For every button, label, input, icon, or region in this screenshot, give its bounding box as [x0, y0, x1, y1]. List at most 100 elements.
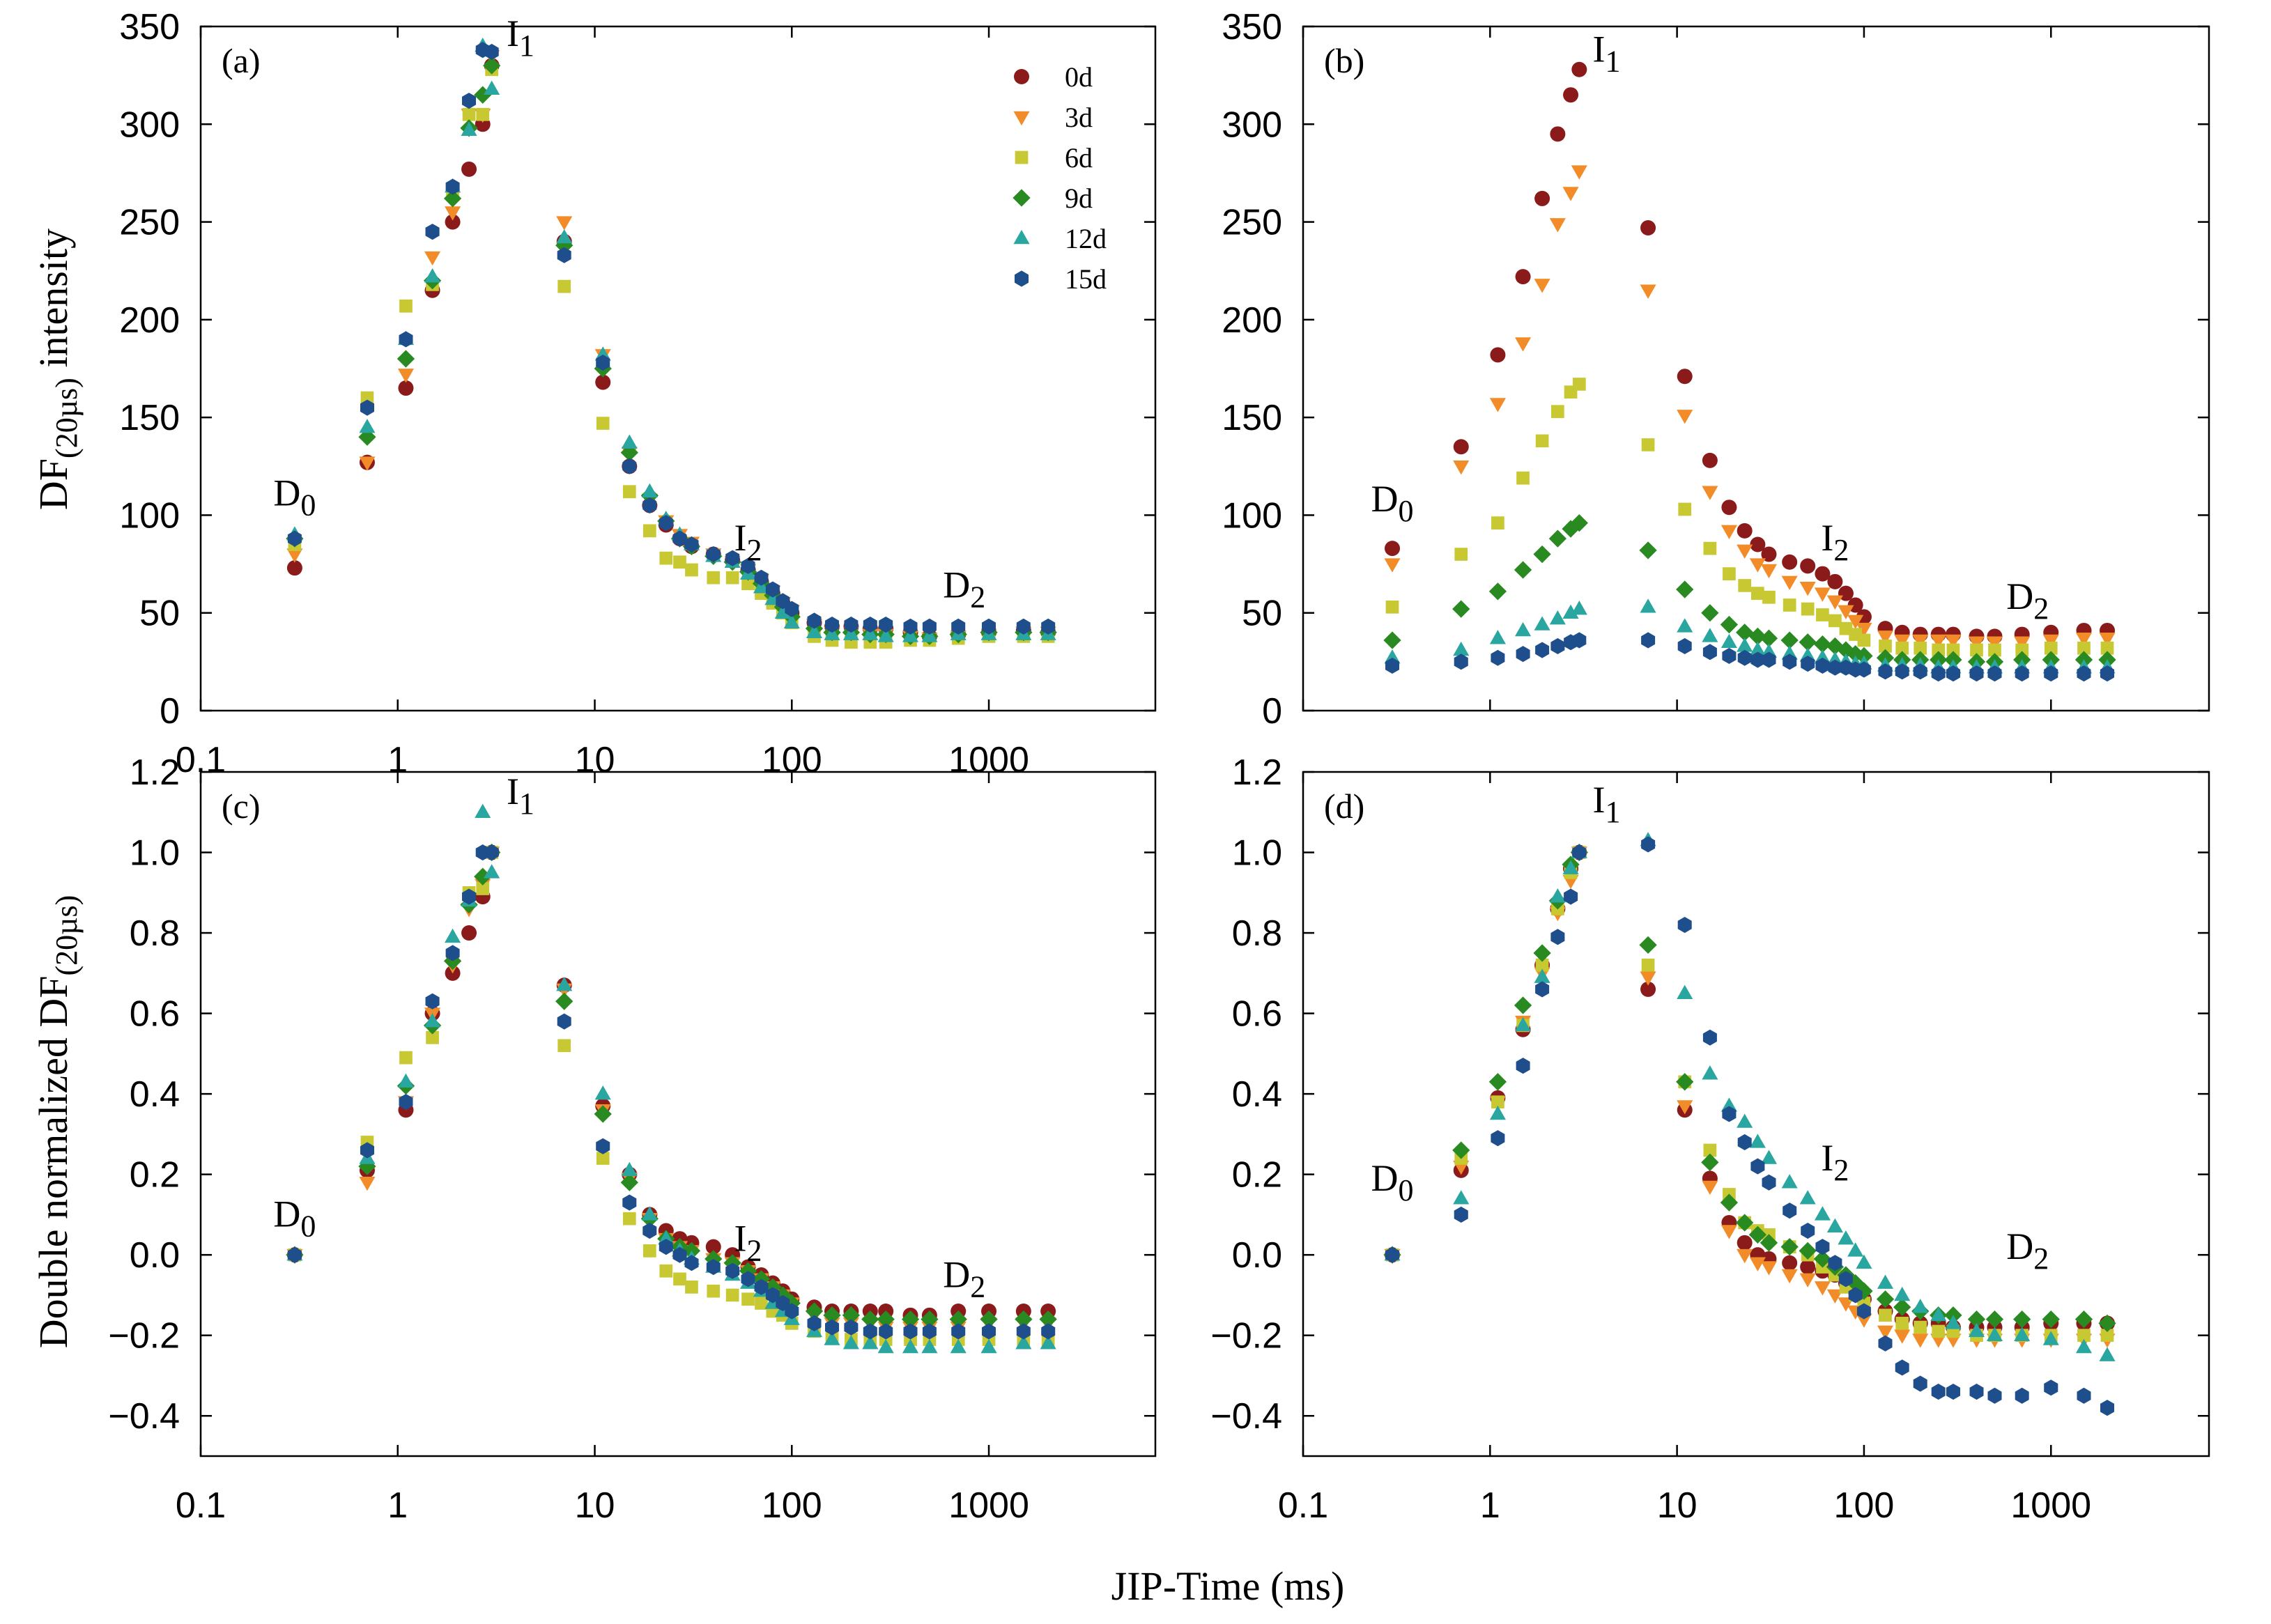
data-point [1702, 644, 1717, 660]
data-point [863, 1323, 877, 1340]
data-point [1639, 936, 1657, 954]
data-point [1945, 634, 1962, 649]
data-point [806, 624, 823, 639]
annotation-base: D [1371, 1157, 1399, 1199]
data-point [741, 577, 755, 590]
data-point [462, 888, 476, 905]
series-15d [1385, 632, 2114, 682]
data-point [1749, 558, 1766, 573]
data-point [1571, 165, 1587, 180]
data-point [1945, 1315, 1962, 1329]
annotation-base: I [1593, 779, 1606, 821]
legend-marker-15d [1015, 270, 1029, 287]
y-title-bottom-prefix: Double normalized DF [31, 976, 76, 1349]
annotation-D2: D2 [943, 1253, 985, 1304]
data-point [399, 1094, 413, 1111]
data-point [842, 1306, 861, 1324]
annotation-sub: 1 [519, 29, 534, 63]
data-point [1736, 624, 1754, 642]
data-point [484, 43, 499, 60]
data-point [1515, 337, 1532, 352]
data-point [1737, 1113, 1753, 1128]
data-point [1535, 434, 1549, 448]
data-point [1856, 1303, 1871, 1320]
data-point [1856, 622, 1872, 637]
data-point [1720, 1225, 1737, 1239]
data-point [1535, 981, 1550, 998]
data-point [1572, 632, 1587, 649]
data-point [764, 1278, 782, 1297]
panel-c: 0.1 1 10 100 1000−0.4−0.20.00.20.40.60.81.01… [108, 752, 1157, 1526]
data-point [1550, 929, 1565, 945]
data-point [825, 617, 839, 633]
data-point [1782, 1255, 1798, 1271]
data-point [1878, 1335, 1893, 1352]
data-point [1562, 860, 1579, 874]
data-point [399, 331, 413, 348]
data-point [774, 604, 791, 619]
data-point [1914, 641, 1927, 655]
data-point [1749, 1257, 1766, 1271]
plot-frame [1302, 25, 2210, 712]
data-point [287, 1246, 302, 1263]
data-point [877, 1310, 895, 1329]
data-point [475, 803, 491, 819]
data-point [621, 434, 638, 449]
data-point [1800, 1259, 1816, 1275]
annotation-sub: 2 [970, 580, 985, 614]
data-point [741, 557, 755, 574]
data-point [2077, 1387, 2091, 1404]
data-point [673, 1272, 686, 1286]
data-point [1488, 582, 1507, 601]
annotation-sub: 2 [2033, 591, 2049, 626]
data-point [1491, 1130, 1505, 1147]
data-point [823, 1306, 841, 1324]
data-point [1534, 616, 1550, 631]
data-point [1799, 1273, 1816, 1287]
data-point [685, 563, 698, 577]
data-point [1799, 1242, 1817, 1260]
data-point [980, 1338, 997, 1354]
annotation-D2: D2 [2006, 575, 2049, 626]
data-point [2013, 1310, 2031, 1329]
data-point [1879, 1308, 1892, 1322]
y-title-top-suffix: intensity [31, 229, 76, 378]
annotation-base: D [943, 1253, 970, 1295]
data-point [1781, 575, 1798, 590]
data-point [2015, 665, 2029, 682]
data-point [1828, 659, 1842, 676]
data-point [982, 618, 996, 635]
panel-label: (a) [222, 41, 261, 80]
data-point [902, 628, 919, 642]
data-point [1385, 541, 1401, 557]
data-point [1738, 579, 1752, 592]
data-point [753, 579, 770, 594]
data-point [359, 419, 376, 433]
data-point [1723, 567, 1736, 580]
data-point [474, 867, 492, 886]
data-point [863, 617, 877, 633]
y-title-bottom-sub: (20µs) [49, 895, 84, 976]
data-point [1516, 646, 1530, 663]
data-point [1760, 1261, 1778, 1276]
data-point [1780, 631, 1799, 649]
data-point [1838, 605, 1854, 620]
data-point [1551, 405, 1564, 419]
data-point [1703, 541, 1717, 555]
data-point [1453, 1190, 1470, 1205]
data-point [1826, 1289, 1843, 1304]
data-point [1571, 61, 1587, 77]
data-point [2100, 665, 2114, 682]
y-tick-label: 0 [160, 691, 180, 732]
data-point [1801, 656, 1815, 672]
data-point [1562, 187, 1579, 201]
data-point [1987, 1387, 2002, 1404]
data-point [1534, 190, 1550, 206]
data-point [1750, 536, 1766, 552]
data-point [2100, 1400, 2114, 1416]
data-point [903, 618, 918, 635]
data-point [1548, 529, 1567, 548]
data-point [1988, 643, 2001, 657]
annotation-I1: I1 [1593, 779, 1621, 829]
data-point [1677, 917, 1692, 934]
